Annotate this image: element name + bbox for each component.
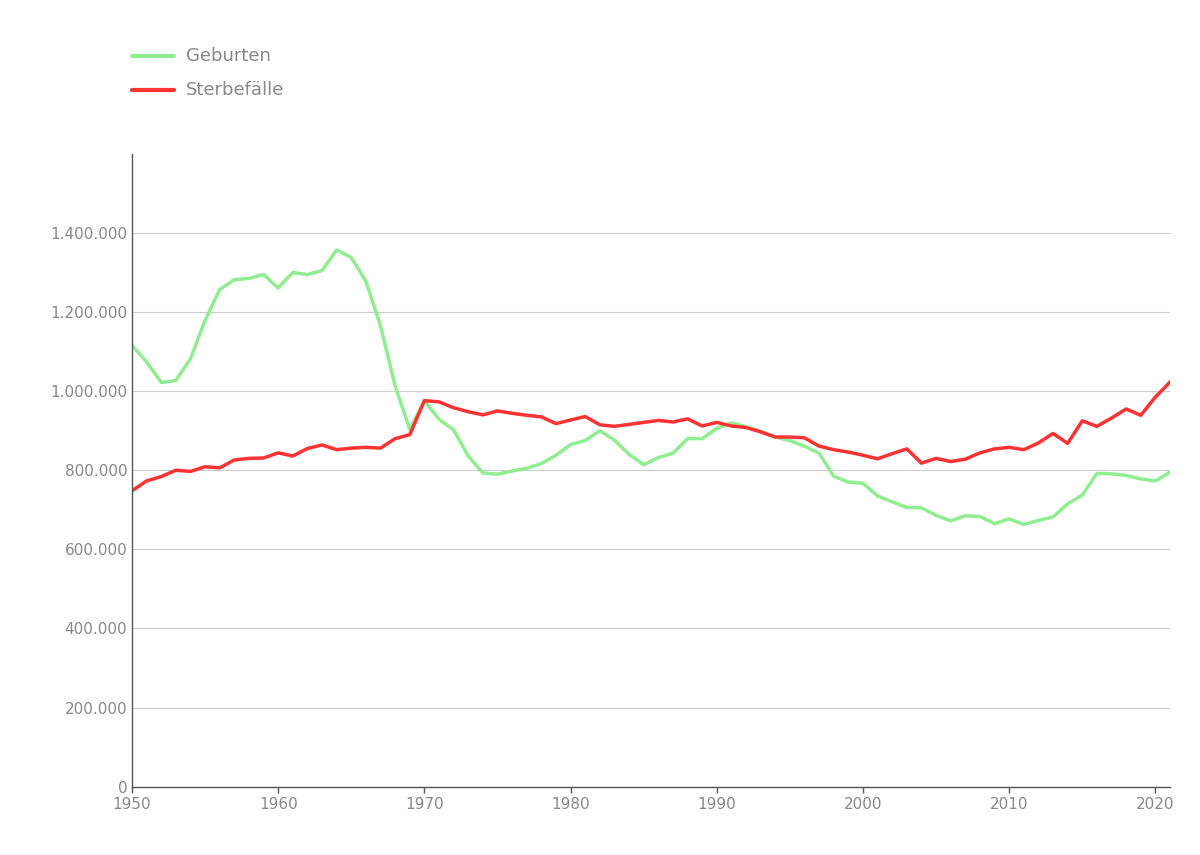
Geburten [1104, 469, 1118, 479]
Geburten [1163, 467, 1177, 477]
Text: Geburten: Geburten [186, 46, 271, 65]
Sterbefälle [1163, 377, 1177, 387]
Sterbefälle [373, 443, 388, 453]
Geburten [491, 469, 505, 480]
Geburten [125, 340, 139, 351]
Geburten [841, 477, 856, 487]
Text: Sterbefälle: Sterbefälle [186, 80, 284, 99]
Geburten [1016, 519, 1031, 529]
Sterbefälle [782, 432, 797, 442]
Sterbefälle [271, 448, 286, 458]
Line: Geburten: Geburten [132, 250, 1170, 524]
Geburten [271, 283, 286, 293]
Sterbefälle [475, 410, 490, 420]
Sterbefälle [827, 445, 841, 455]
Geburten [725, 417, 739, 428]
Sterbefälle [125, 486, 139, 496]
Sterbefälle [709, 417, 724, 428]
Line: Sterbefälle: Sterbefälle [132, 382, 1170, 491]
Geburten [330, 245, 344, 255]
Geburten [797, 441, 811, 451]
